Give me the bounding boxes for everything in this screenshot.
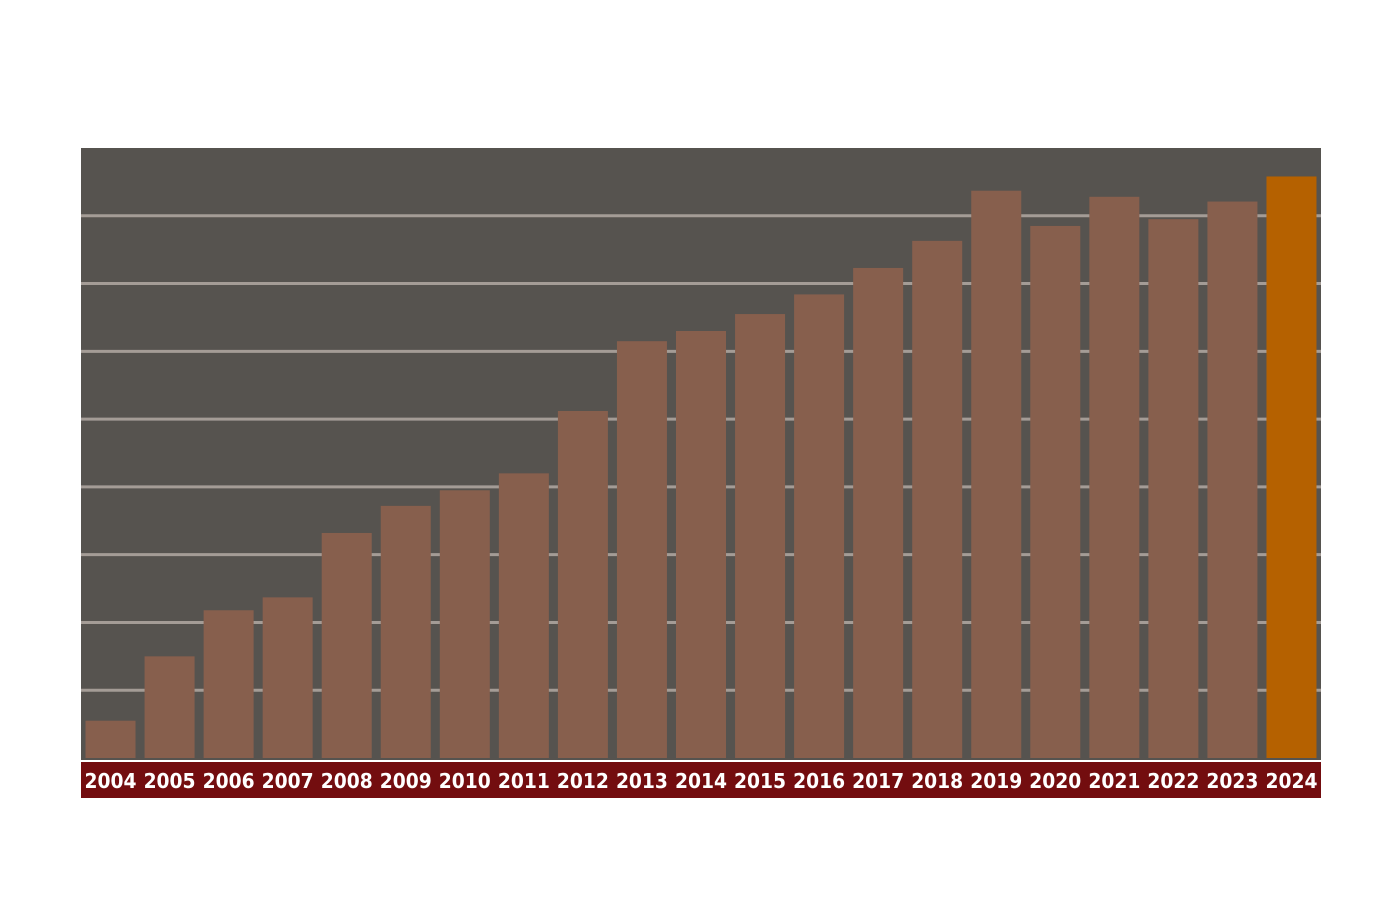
x-tick-label: 2013 <box>616 769 668 793</box>
bar-2008 <box>321 532 372 758</box>
x-tick-label: 2019 <box>970 769 1022 793</box>
x-axis-band <box>81 762 1321 798</box>
x-tick-label: 2023 <box>1206 769 1258 793</box>
bar-2018 <box>912 240 963 758</box>
x-tick-label: 2010 <box>439 769 491 793</box>
bar-2021 <box>1089 196 1140 759</box>
bars <box>85 176 1317 759</box>
x-tick-label: 2024 <box>1265 769 1317 793</box>
bar-2013 <box>616 341 667 758</box>
x-tick-label: 2021 <box>1088 769 1140 793</box>
x-tick-label: 2004 <box>85 769 137 793</box>
x-tick-label: 2005 <box>144 769 196 793</box>
x-tick-label: 2016 <box>793 769 845 793</box>
bar-2022 <box>1148 219 1199 758</box>
bar-2020 <box>1030 225 1081 758</box>
bar-2017 <box>853 267 904 758</box>
bar-2007 <box>262 597 313 758</box>
bar-2016 <box>794 294 845 758</box>
x-tick-label: 2015 <box>734 769 786 793</box>
x-tick-label: 2008 <box>321 769 373 793</box>
bar-2012 <box>557 410 608 758</box>
x-tick-labels: 2004 2005 2006 2007 2008 2009 2010 2011 2012 2013… <box>85 769 1318 793</box>
x-tick-label: 2006 <box>203 769 255 793</box>
bar-2019 <box>971 190 1022 758</box>
x-tick-label: 2007 <box>262 769 314 793</box>
x-tick-label: 2017 <box>852 769 904 793</box>
bar-2004 <box>85 720 136 758</box>
bar-2023 <box>1207 201 1258 759</box>
bar-2015 <box>735 314 786 758</box>
bar-2011 <box>498 473 549 758</box>
bar-2005 <box>144 656 195 758</box>
x-tick-label: 2012 <box>557 769 609 793</box>
x-tick-label: 2018 <box>911 769 963 793</box>
bar-2006 <box>203 610 254 758</box>
x-tick-label: 2020 <box>1029 769 1081 793</box>
x-tick-label: 2011 <box>498 769 550 793</box>
bar-2010 <box>439 490 490 758</box>
x-tick-label: 2022 <box>1147 769 1199 793</box>
bar-2009 <box>380 505 431 758</box>
bar-2024 <box>1266 176 1317 758</box>
x-tick-label: 2009 <box>380 769 432 793</box>
bar-2014 <box>676 331 726 758</box>
x-tick-label: 2014 <box>675 769 727 793</box>
